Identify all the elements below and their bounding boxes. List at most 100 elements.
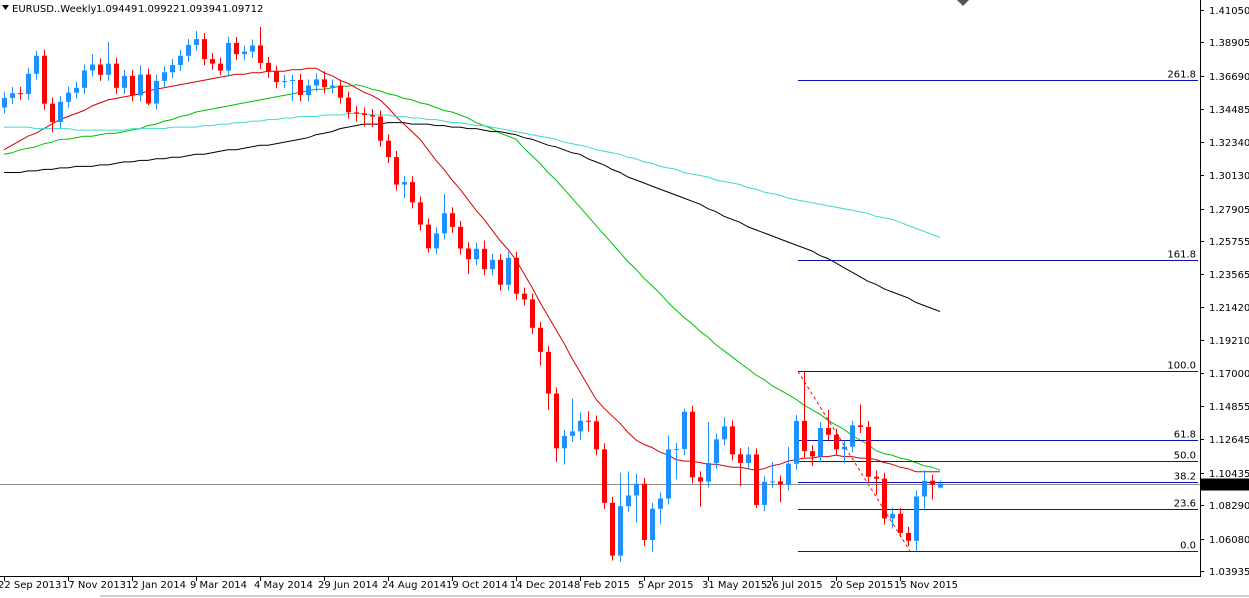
candle-body	[210, 59, 215, 64]
candle-body	[498, 259, 503, 285]
candle-body	[594, 421, 599, 450]
moving-average	[3, 84, 941, 471]
candle-body	[266, 62, 271, 72]
candle-body	[922, 480, 927, 497]
candle-body	[682, 411, 687, 450]
y-tick-label: 1.17000	[1209, 369, 1249, 380]
fibo-label: 161.8	[1167, 250, 1196, 261]
x-tick-label: 9 Mar 2014	[190, 580, 247, 591]
candle-body	[426, 224, 431, 249]
candle-body	[490, 259, 495, 270]
candle-body	[642, 483, 647, 541]
candle-body	[10, 93, 15, 98]
x-tick-label: 15 Nov 2015	[894, 580, 958, 591]
candle-body	[810, 451, 815, 457]
candle-body	[858, 425, 863, 427]
candle-body	[58, 101, 63, 122]
candle-body	[754, 454, 759, 505]
candle-body	[930, 480, 935, 485]
candle-body	[746, 454, 751, 463]
candle-body	[202, 39, 207, 60]
y-tick-label: 1.41050	[1209, 6, 1249, 17]
y-tick-label: 1.30130	[1209, 171, 1249, 182]
candle-body	[538, 327, 543, 352]
y-tick-label: 1.10435	[1209, 469, 1249, 480]
moving-average	[4, 122, 941, 312]
candle-body	[834, 434, 839, 450]
candle-body	[26, 73, 31, 95]
candle-body	[306, 85, 311, 96]
candle-body	[362, 113, 367, 116]
candle-body	[938, 483, 943, 488]
candle-body	[738, 454, 743, 463]
candle-body	[322, 79, 327, 88]
x-tick-label: 22 Sep 2013	[0, 580, 61, 591]
candle-body	[514, 257, 519, 294]
moving-average	[4, 113, 941, 238]
y-tick-label: 1.23565	[1209, 270, 1249, 281]
ohlc-close: 1.09712	[222, 4, 263, 15]
candle-body	[890, 513, 895, 519]
candle-body	[722, 426, 727, 440]
candle-body	[762, 481, 767, 505]
y-tick-label: 1.27905	[1209, 205, 1249, 216]
candle-body	[666, 449, 671, 499]
y-tick-label: 1.03935	[1209, 567, 1249, 578]
candle-body	[290, 79, 295, 82]
y-tick-label: 1.32340	[1209, 138, 1249, 149]
x-tick-label: 8 Feb 2015	[574, 580, 630, 591]
candle-body	[458, 226, 463, 249]
candle-body	[562, 435, 567, 449]
candle-body	[482, 248, 487, 270]
candle-body	[554, 393, 559, 449]
candle-body	[34, 55, 39, 74]
price-box-label: 1.09712	[1209, 480, 1249, 491]
candle-body	[794, 420, 799, 464]
fibo-label: 23.6	[1174, 499, 1196, 510]
candle-body	[130, 75, 135, 96]
x-tick-label: 31 May 2015	[702, 580, 767, 591]
candle-body	[378, 116, 383, 141]
candle-body	[274, 71, 279, 83]
y-tick-label: 1.38905	[1209, 38, 1249, 49]
candle-body	[506, 257, 511, 285]
ohlc-low: 1.09394	[180, 4, 221, 15]
x-tick-label: 12 Jan 2014	[126, 580, 186, 591]
candle-body	[882, 478, 887, 519]
candle-body	[570, 431, 575, 436]
candle-body	[82, 70, 87, 88]
candle-body	[466, 248, 471, 260]
candle-body	[698, 477, 703, 482]
candle-body	[690, 411, 695, 478]
candle-body	[706, 462, 711, 482]
candle-body	[402, 182, 407, 185]
moving-average	[3, 67, 940, 473]
x-tick-label: 4 May 2014	[254, 580, 313, 591]
fibo-label: 50.0	[1174, 451, 1196, 462]
candle-body	[714, 439, 719, 463]
x-tick-label: 14 Dec 2014	[510, 580, 574, 591]
candle-body	[154, 80, 159, 104]
candle-body	[634, 483, 639, 496]
candle-body	[18, 93, 23, 95]
fibo-trend	[797, 371, 911, 552]
fibo-label: 261.8	[1167, 70, 1196, 81]
candle-body	[50, 103, 55, 122]
y-tick-label: 1.36690	[1209, 72, 1249, 83]
candle-body	[906, 532, 911, 541]
candle-body	[114, 63, 119, 88]
candle-body	[674, 449, 679, 451]
candle-body	[778, 481, 783, 485]
ohlc-high: 1.09922	[138, 4, 179, 15]
candle-body	[586, 420, 591, 422]
y-tick-label: 1.21420	[1209, 303, 1249, 314]
fibo-label: 61.8	[1174, 430, 1196, 441]
candle-body	[146, 74, 151, 104]
candle-body	[234, 42, 239, 55]
y-tick-label: 1.34485	[1209, 105, 1249, 116]
candle-body	[418, 202, 423, 225]
candle-body	[786, 463, 791, 485]
candle-body	[530, 299, 535, 328]
